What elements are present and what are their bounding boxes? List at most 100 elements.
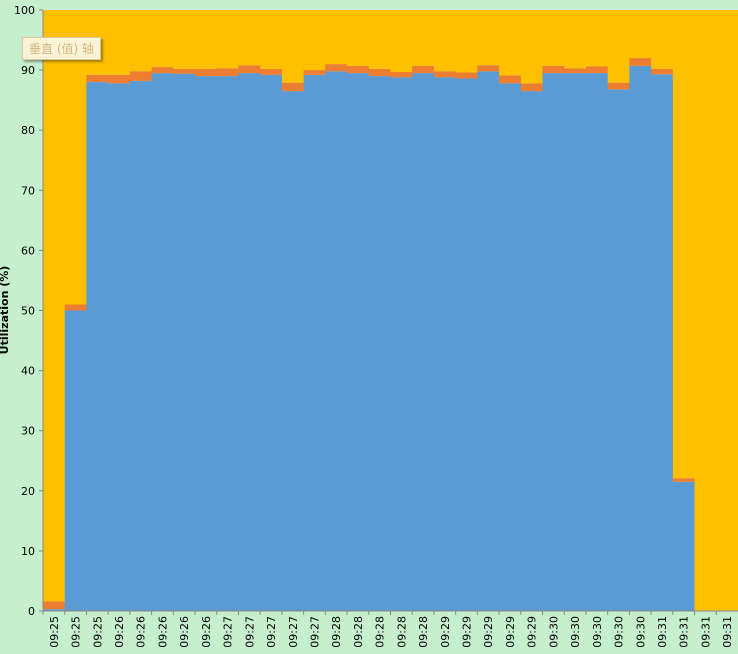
bar-segment-s1-c18 [433,71,457,78]
bar-segment-s2-c29 [672,10,695,479]
x-tick-label-13: 09:28 [330,616,343,648]
x-tick-label-12: 09:27 [308,616,321,648]
bar-segment-s1-c21 [499,75,522,84]
x-tick-label-25: 09:30 [591,616,604,648]
x-tick-label-27: 09:30 [634,616,647,648]
bar-segment-s0-c8 [216,76,239,612]
x-tick-label-10: 09:27 [265,616,278,648]
x-tick-label-28: 09:31 [656,616,669,648]
bar-segment-s2-c7 [195,10,218,69]
x-tick-label-6: 09:26 [178,616,191,648]
bar-segment-s0-c26 [607,89,630,611]
y-tick-label-2: 20 [21,485,35,498]
bar-segment-s1-c26 [607,82,630,90]
y-tick-label-3: 30 [21,425,35,438]
bars-group [43,10,738,612]
bar-segment-s2-c10 [260,10,283,69]
bar-segment-s0-c25 [585,73,609,612]
bar-segment-s0-c19 [455,78,478,612]
bar-segment-s2-c21 [499,10,522,76]
y-tick-label-1: 10 [21,545,35,558]
bar-segment-s1-c16 [390,71,413,78]
bar-segment-s1-c20 [477,65,500,72]
x-tick-label-14: 09:28 [352,616,365,648]
x-tick-label-19: 09:29 [461,616,474,648]
bar-segment-s1-c2 [86,74,109,83]
bar-segment-s1-c27 [629,58,652,66]
bar-segment-s2-c18 [433,10,457,72]
bar-segment-s0-c2 [86,82,109,612]
bar-segment-s1-c8 [216,68,239,77]
y-tick-label-8: 80 [21,124,35,137]
bar-segment-s2-c20 [477,10,500,66]
x-tick-label-16: 09:28 [395,616,408,648]
y-tick-label-4: 40 [21,365,35,378]
bar-segment-s0-c14 [347,73,370,612]
bar-segment-s1-c1 [64,304,87,311]
y-tick-label-5: 50 [21,305,35,318]
bar-segment-s1-c24 [564,68,587,74]
bar-segment-s1-c22 [520,83,543,92]
bar-segment-s1-c11 [281,82,305,92]
x-tick-label-20: 09:29 [482,616,495,648]
x-tick-label-29: 09:31 [678,616,691,648]
x-tick-label-1: 09:25 [70,616,83,648]
x-tick-label-2: 09:25 [91,616,104,648]
bar-segment-s0-c29 [672,481,695,611]
bar-segment-s1-c13 [325,64,348,72]
x-tick-label-4: 09:26 [135,616,148,648]
bar-segment-s0-c10 [260,74,283,611]
bar-segment-s1-c3 [108,74,131,84]
bar-segment-s2-c30 [694,10,717,611]
y-tick-label-6: 60 [21,244,35,257]
bar-segment-s0-c1 [64,310,87,611]
bar-segment-s0-c27 [629,65,652,611]
y-tick-label-10: 100 [14,4,35,17]
bar-segment-s0-c22 [520,91,543,611]
bar-segment-s0-c21 [499,83,522,611]
bar-segment-s1-c12 [303,70,326,75]
bar-segment-s1-c6 [173,68,196,74]
bar-segment-s2-c27 [629,10,652,59]
bar-segment-s1-c14 [347,65,370,74]
bar-segment-s0-c28 [651,74,674,611]
bar-segment-s2-c6 [173,10,196,69]
bar-segment-s1-c19 [455,72,478,79]
bar-segment-s2-c13 [325,10,348,65]
y-axis: 0 10 20 30 40 50 60 70 80 90 100 [14,4,44,618]
bar-segment-s0-c24 [564,73,587,612]
bar-segment-s2-c8 [216,10,239,69]
bar-segment-s1-c9 [238,65,261,74]
x-tick-label-17: 09:28 [417,616,430,648]
bar-segment-s2-c16 [390,10,413,72]
bar-segment-s1-c15 [368,68,391,77]
bar-segment-s2-c4 [129,10,152,72]
bar-segment-s2-c17 [412,10,435,66]
bar-segment-s2-c24 [564,10,587,69]
bar-segment-s2-c11 [281,10,305,83]
bar-segment-s2-c15 [368,10,391,69]
x-tick-label-8: 09:27 [222,616,235,648]
x-axis: 09:25 09:25 09:25 09:26 09:26 09:26 09:26 09:26… [42,610,738,648]
bar-segment-s0-c5 [151,73,174,612]
x-tick-label-26: 09:30 [613,616,626,648]
bar-segment-s2-c14 [347,10,370,66]
bar-segment-s0-c11 [281,91,305,611]
x-tick-label-24: 09:30 [569,616,582,648]
bar-segment-s2-c31 [716,10,738,611]
bar-segment-s2-c3 [108,10,131,75]
bar-segment-s0-c15 [368,76,391,612]
axis-tooltip: 垂直 (值) 轴 [22,37,101,60]
bar-segment-s0-c17 [412,73,435,612]
bar-segment-s2-c0 [43,10,66,602]
bar-segment-s1-c28 [651,68,674,75]
bar-segment-s1-c25 [585,66,609,74]
y-tick-label-0: 0 [28,605,35,618]
bar-segment-s0-c7 [195,76,218,612]
bar-segment-s0-c16 [390,77,413,611]
x-tick-label-30: 09:31 [699,616,712,648]
bar-segment-s2-c26 [607,10,630,83]
x-tick-label-5: 09:26 [156,616,169,648]
y-axis-label: Utilization (%) [0,266,11,355]
